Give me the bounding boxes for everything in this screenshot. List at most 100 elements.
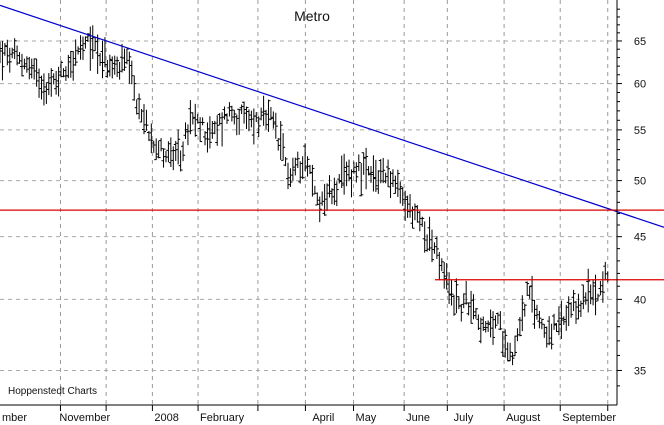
ohlc-bar (364, 147, 369, 190)
ohlc-bar (295, 151, 300, 168)
ohlc-bar (212, 120, 217, 135)
ohlc-bar (512, 335, 517, 357)
ohlc-bar (486, 320, 491, 332)
axis-layer: 35 40 45 50 55 60 65 mber November 2008 February Ap… (2, 8, 646, 424)
y-tick-label: 40 (634, 294, 646, 306)
ohlc-bar (439, 258, 444, 272)
ohlc-bar (44, 82, 49, 104)
ohlc-bar (264, 109, 269, 130)
ohlc-bar (552, 313, 557, 330)
ohlc-bar (515, 328, 520, 342)
ohlc-bar (188, 100, 193, 135)
ohlc-bar (139, 109, 144, 123)
ohlc-bar (276, 138, 281, 151)
ohlc-bar (317, 196, 322, 223)
ohlc-bar (420, 216, 425, 227)
ohlc-bar (408, 194, 413, 218)
ohlc-bar (378, 159, 383, 184)
ohlc-bar (115, 56, 120, 78)
ohlc-bar (242, 101, 247, 124)
ohlc-bar (137, 93, 142, 120)
ohlc-bar (46, 73, 51, 96)
ohlc-bar (600, 271, 605, 303)
ohlc-bar (473, 307, 478, 319)
ohlc-bar (430, 229, 435, 263)
ohlc-bar (110, 56, 115, 79)
ohlc-bar (388, 171, 393, 199)
ohlc-bar (588, 284, 593, 305)
ohlc-bar (56, 66, 61, 97)
x-tick-label: September (562, 412, 616, 424)
ohlc-bar (229, 105, 234, 122)
ohlc-bar (405, 195, 410, 218)
ohlc-bar (15, 45, 20, 66)
ohlc-bar (149, 123, 154, 154)
ohlc-bar (98, 53, 103, 66)
ohlc-bar (142, 104, 147, 135)
ohlc-bar (227, 102, 232, 117)
ohlc-bar (286, 162, 291, 190)
ohlc-bar (315, 192, 320, 206)
ohlc-bar (510, 352, 515, 366)
x-tick-label: April (312, 412, 334, 424)
x-tick-label: August (506, 412, 540, 424)
ohlc-bar (122, 48, 127, 71)
ohlc-bar (181, 141, 186, 162)
ohlc-bar (547, 316, 552, 346)
ohlc-bar (90, 25, 95, 60)
ohlc-bar (381, 157, 386, 184)
ohlc-bar (593, 274, 598, 316)
ohlc-bar (161, 148, 166, 168)
ohlc-bar (171, 146, 176, 171)
ohlc-bar (532, 299, 537, 329)
x-tick-label: 2008 (154, 412, 178, 424)
ohlc-bar (134, 99, 139, 115)
ohlc-bar (124, 48, 129, 65)
ohlc-bar (327, 175, 332, 198)
ohlc-bar (273, 112, 278, 139)
ohlc-bar (332, 177, 337, 205)
ohlc-bar (574, 300, 579, 324)
ohlc-bar (329, 188, 334, 205)
ohlc-bar (80, 36, 85, 60)
ohlc-bar (290, 157, 295, 182)
ohlc-bar (120, 43, 125, 73)
ohlc-bar (376, 170, 381, 194)
ohlc-bar (569, 302, 574, 318)
ohlc-bar (469, 290, 474, 324)
ohlc-bar (156, 140, 161, 159)
ohlc-bar (444, 263, 449, 290)
ohlc-bar (200, 117, 205, 126)
ohlc-bar (207, 116, 212, 149)
ohlc-bar (481, 316, 486, 331)
ohlc-bar (266, 99, 271, 132)
ohlc-bar (105, 59, 110, 78)
ohlc-bar (195, 113, 200, 124)
ohlc-bar (368, 166, 373, 183)
ohlc-bar (239, 104, 244, 115)
ohlc-bar (203, 131, 208, 146)
ohlc-bar (198, 117, 203, 143)
ohlc-bar (354, 162, 359, 183)
ohlc-bar (232, 109, 237, 125)
ohlc-bar (2, 42, 7, 56)
ohlc-bar (281, 133, 286, 161)
ohlc-bar (351, 161, 356, 174)
ohlc-bar (586, 268, 591, 313)
ohlc-bar (10, 47, 15, 59)
ohlc-bar (393, 175, 398, 194)
ohlc-bar (595, 293, 600, 301)
ohlc-bar (583, 292, 588, 305)
ohlc-bar (303, 143, 308, 172)
ohlc-bar (454, 278, 459, 314)
ohlc-bar (525, 281, 530, 296)
ohlc-bar (517, 316, 522, 337)
ohlc-bar (395, 169, 400, 197)
ohlc-bar (193, 103, 198, 137)
ohlc-bar (154, 138, 159, 161)
ohlc-bar (237, 108, 242, 135)
ohlc-bar (268, 107, 273, 121)
ohlc-bar (422, 221, 427, 253)
ohlc-bar (224, 113, 229, 124)
y-tick-label: 60 (634, 79, 646, 91)
